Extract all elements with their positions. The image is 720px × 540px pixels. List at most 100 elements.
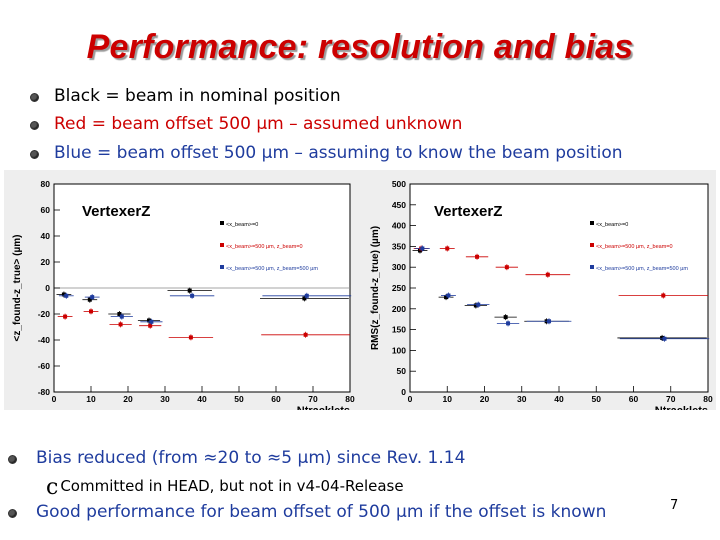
data-point [190,293,195,298]
x-tick-label: 70 [666,394,676,404]
x-tick-label: 80 [703,394,713,404]
y-axis-label: <z_found-z_true> (µm) [12,235,23,342]
plot-frame [409,183,709,393]
data-point [662,336,667,341]
bullet-text: Black = beam in nominal position [54,86,341,106]
y-tick-label: 350 [392,241,406,251]
data-point [149,319,154,324]
y-tick-label: 0 [401,387,406,397]
y-tick-label: -60 [38,361,51,371]
y-tick-label: 450 [392,200,406,210]
bullet-icon [30,121,39,130]
y-tick-label: 20 [41,257,51,267]
legend-label: <x_beam>=500 µm, z_beam=500 µm [226,266,318,272]
data-point [118,322,123,327]
x-tick-label: 30 [517,394,527,404]
y-tick-label: 150 [392,325,406,335]
x-tick-label: 0 [52,394,57,404]
x-axis-label: Ntracklets [297,405,350,410]
data-point [64,293,69,298]
chart-title: VertexerZ [434,203,502,220]
y-tick-label: -40 [38,335,51,345]
data-point [661,293,666,298]
bullet-bias: Bias reduced (from ≈20 to ≈5 µm) since R… [8,448,466,468]
y-tick-label: 0 [45,283,50,293]
slide-title: Performance: resolution and bias [86,28,634,66]
x-tick-label: 40 [554,394,564,404]
bullet-black: Black = beam in nominal position [30,86,341,106]
data-point [420,246,425,251]
chart-title: VertexerZ [82,203,150,220]
data-point [304,293,309,298]
x-tick-label: 40 [197,394,207,404]
data-point [87,297,92,302]
x-tick-label: 30 [160,394,170,404]
y-tick-label: -80 [38,387,51,397]
page-number: 7 [670,498,679,513]
data-point [444,295,449,300]
x-tick-label: 80 [345,394,355,404]
x-tick-label: 60 [629,394,639,404]
y-tick-label: 200 [392,304,406,314]
bullet-text: Good performance for beam offset of 500 … [36,502,607,522]
x-tick-label: 20 [123,394,133,404]
data-point [445,246,450,251]
y-tick-label: 100 [392,345,406,355]
data-point [476,302,481,307]
legend-marker [220,221,224,225]
bullet-blue: Blue = beam offset 500 µm – assuming to … [30,143,623,163]
x-tick-label: 50 [592,394,602,404]
data-point [547,319,552,324]
bullet-icon [8,455,17,464]
legend-label: <x_beam>=500 µm, z_beam=500 µm [596,266,688,272]
data-point [119,314,124,319]
bullet-red: Red = beam offset 500 µm – assumed unkno… [30,114,463,134]
data-point [61,292,66,297]
legend-marker [590,243,594,247]
y-axis-label: RMS(z_found-z_true) (µm) [370,226,381,350]
data-point [506,321,511,326]
legend-label: <x_beam>=500 µm, z_beam=0 [226,244,303,250]
legend-marker [590,265,594,269]
data-point [187,288,192,293]
data-point [188,335,193,340]
data-point [660,335,665,340]
x-tick-label: 10 [443,394,453,404]
legend-marker [220,243,224,247]
sub-bullet-text: Committed in HEAD, but not in v4-04-Rele… [60,477,404,495]
x-tick-label: 10 [86,394,96,404]
data-point [302,296,307,301]
data-point [473,303,478,308]
data-point [446,293,451,298]
y-tick-label: 40 [41,231,51,241]
legend-marker [590,221,594,225]
data-point [417,248,422,253]
y-tick-label: 400 [392,221,406,231]
data-point [503,315,508,320]
data-point [148,323,153,328]
x-tick-label: 50 [234,394,244,404]
legend-label: <x_beam>=0 [226,222,258,228]
data-point [63,314,68,319]
data-point [303,332,308,337]
bullet-text: Bias reduced (from ≈20 to ≈5 µm) since R… [36,448,466,468]
data-point [117,312,122,316]
data-point [89,309,93,314]
plots-panel: -80-60-40-2002040608001020304050607080Nt… [4,170,716,417]
data-point [147,318,151,323]
bullet-text: Blue = beam offset 500 µm – assuming to … [54,143,623,163]
y-tick-label: 500 [392,179,406,189]
bullet-icon [8,509,17,518]
y-tick-label: 80 [41,179,51,189]
y-tick-label: 60 [41,205,51,215]
bullet-icon [30,93,39,102]
data-point [504,265,509,270]
y-tick-label: 50 [397,366,407,376]
plots-svg: -80-60-40-2002040608001020304050607080Nt… [12,179,713,417]
x-tick-label: 70 [308,394,318,404]
bullet-text: Red = beam offset 500 µm – assumed unkno… [54,114,463,134]
data-point [475,254,480,259]
sub-bullet-committed: c Committed in HEAD, but not in v4-04-Rel… [46,472,404,500]
y-tick-label: -20 [38,309,51,319]
legend-label: <x_beam>=500 µm, z_beam=0 [596,244,673,250]
